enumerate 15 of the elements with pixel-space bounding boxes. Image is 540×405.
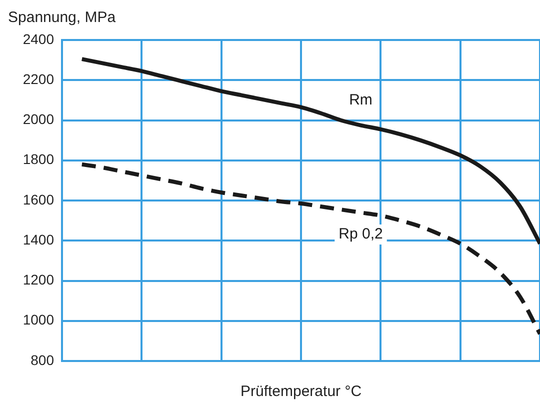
y-tick-label: 800 — [30, 352, 54, 368]
y-tick-label: 1200 — [22, 272, 54, 288]
y-tick-label: 2400 — [22, 30, 54, 47]
y-axis-title: Spannung, MPa — [8, 9, 116, 26]
x-axis-title: Prüftemperatur °C — [240, 383, 362, 400]
y-tick-label: 1600 — [22, 191, 54, 208]
y-tick-label: 2200 — [22, 70, 54, 87]
series-label: Rp 0,2 — [338, 226, 383, 243]
y-tick-label: 2000 — [22, 111, 54, 128]
line-series — [80, 162, 540, 336]
y-tick-label: 1400 — [22, 231, 54, 248]
series-label: Rm — [349, 91, 372, 108]
line-series — [80, 57, 540, 246]
y-tick-label: 1000 — [22, 312, 54, 328]
y-tick-label: 1800 — [22, 151, 54, 168]
